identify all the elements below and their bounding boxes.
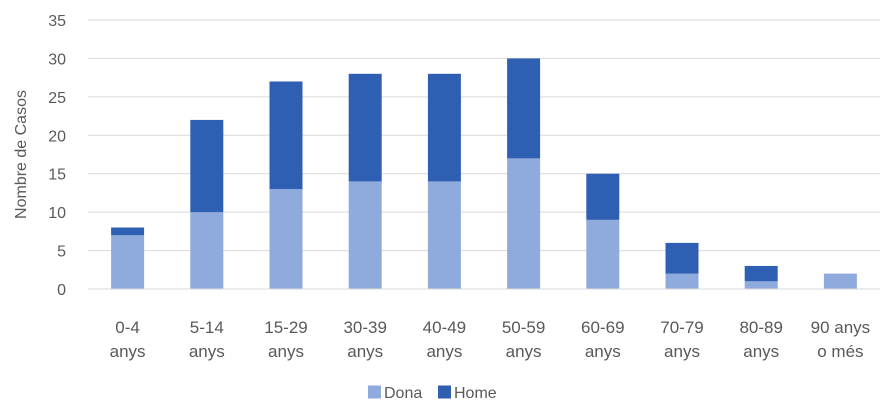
bar-home — [507, 58, 540, 158]
x-tick-label: anys — [347, 342, 383, 361]
bar-home — [745, 266, 778, 281]
bar-home — [111, 228, 144, 236]
y-tick-label: 20 — [48, 128, 66, 145]
x-tick-label: anys — [664, 342, 700, 361]
y-tick-label: 0 — [57, 282, 66, 299]
y-tick-label: 5 — [57, 244, 66, 261]
bar-dona — [428, 181, 461, 289]
x-tick-label: anys — [268, 342, 304, 361]
x-tick-label: 5-14 — [190, 318, 224, 337]
bar-dona — [586, 220, 619, 289]
y-tick-label: 25 — [48, 90, 66, 107]
x-tick-label: 80-89 — [739, 318, 782, 337]
y-tick-label: 15 — [48, 167, 66, 184]
x-tick-label: anys — [189, 342, 225, 361]
x-tick-label: anys — [743, 342, 779, 361]
bar-dona — [111, 235, 144, 289]
bar-home — [349, 74, 382, 182]
x-tick-label: 70-79 — [660, 318, 703, 337]
x-tick-label: 90 anys — [811, 318, 871, 337]
x-tick-label: 15-29 — [264, 318, 307, 337]
bar-home — [586, 174, 619, 220]
x-tick-label: 60-69 — [581, 318, 624, 337]
y-tick-label: 35 — [48, 13, 66, 30]
y-axis-ticks: 0 5 10 15 20 25 30 35 — [48, 13, 66, 299]
x-tick-label: anys — [110, 342, 146, 361]
bar-home — [428, 74, 461, 182]
x-axis-ticks: 0-4 anys 5-14 anys 15-29 anys 30-39 anys 40-49 an… — [110, 318, 871, 361]
x-tick-label: 30-39 — [343, 318, 386, 337]
legend-label-home: Home — [454, 385, 497, 402]
y-tick-label: 30 — [48, 51, 66, 68]
legend-label-dona: Dona — [384, 385, 422, 402]
bar-dona — [190, 212, 223, 289]
legend-swatch-dona — [368, 386, 381, 399]
bar-dona — [745, 281, 778, 289]
y-tick-label: 10 — [48, 205, 66, 222]
bar-dona — [270, 189, 303, 289]
bar-home — [270, 81, 303, 189]
bar-dona — [824, 274, 857, 289]
bar-dona — [349, 181, 382, 289]
x-tick-label: anys — [506, 342, 542, 361]
y-axis-label: Nombre de Casos — [13, 90, 30, 219]
x-tick-label: anys — [585, 342, 621, 361]
bar-home — [666, 243, 699, 274]
x-tick-label: anys — [426, 342, 462, 361]
bar-home — [190, 120, 223, 212]
legend-swatch-home — [438, 386, 451, 399]
x-tick-label: 0-4 — [115, 318, 140, 337]
legend: Dona Home — [368, 385, 497, 402]
x-tick-label: o més — [817, 342, 863, 361]
x-tick-label: 50-59 — [502, 318, 545, 337]
bar-dona — [666, 274, 699, 289]
x-tick-label: 40-49 — [423, 318, 466, 337]
bar-dona — [507, 158, 540, 289]
